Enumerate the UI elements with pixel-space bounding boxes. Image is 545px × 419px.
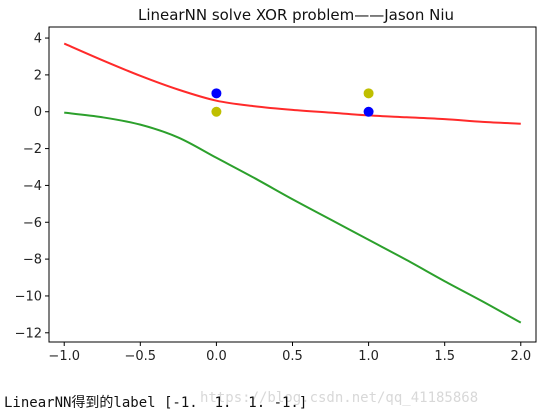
y-tick-label: 0 [34,105,42,120]
watermark-text: https://blog.csdn.net/qq_41185868 [200,390,479,406]
y-tick-label: −2 [23,142,42,157]
chart: LinearNN solve XOR problem——Jason Niu −1… [15,6,537,364]
x-tick-label: 1.0 [358,349,379,364]
y-tick-label: 4 [34,32,42,47]
chart-title: LinearNN solve XOR problem——Jason Niu [138,6,454,24]
y-tick-label: −12 [15,326,42,341]
scatter-point-1 [211,88,222,99]
y-tick-label: 2 [34,68,42,83]
y-tick-label: −10 [15,289,42,304]
x-tick-label: 1.5 [434,349,455,364]
console-output-line: LinearNN得到的label [-1. 1. 1. -1.] [4,395,308,411]
y-tick-label: −4 [23,179,42,194]
x-tick-label: −1.0 [48,349,80,364]
x-tick-label: 0.5 [282,349,303,364]
x-tick-label: 2.0 [510,349,531,364]
series-line-2 [64,111,522,324]
y-tick-label: −8 [23,253,42,268]
y-tick-label: −6 [23,216,42,231]
x-tick-label: −0.5 [125,349,157,364]
scatter-point-3 [211,106,222,117]
scatter-point-4 [363,88,374,99]
x-tick-label: 0.0 [206,349,227,364]
plot-frame [48,26,537,343]
series-line-1 [63,42,521,125]
scatter-point-2 [363,106,374,117]
